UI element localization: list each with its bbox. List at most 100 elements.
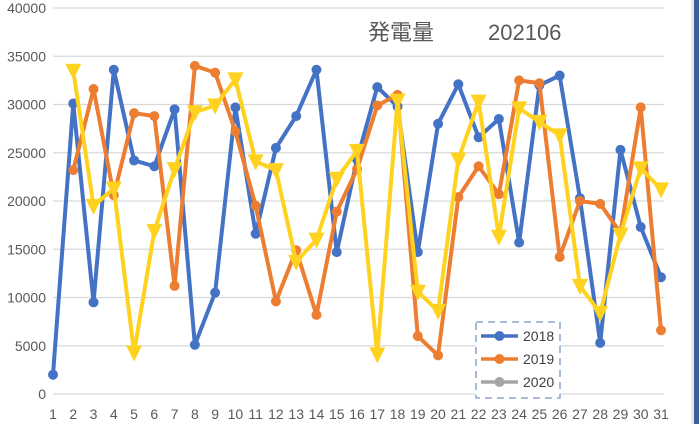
title-label: 発電量 — [368, 20, 434, 45]
data-point-marker — [210, 67, 221, 78]
data-point-marker — [534, 78, 545, 89]
data-point-marker — [493, 189, 504, 200]
data-point-marker — [311, 64, 322, 75]
y-tick-label: 5000 — [15, 338, 46, 354]
data-point-marker — [632, 161, 649, 178]
data-point-marker — [554, 70, 565, 81]
data-point-marker — [511, 101, 528, 118]
data-point-marker — [453, 79, 464, 90]
data-point-marker — [48, 369, 58, 380]
data-point-marker — [250, 228, 261, 239]
data-point-marker — [372, 100, 383, 111]
x-tick-label: 4 — [110, 406, 118, 422]
data-point-marker — [129, 108, 140, 119]
x-tick-label: 26 — [552, 406, 568, 422]
x-tick-label: 10 — [228, 406, 244, 422]
x-tick-label: 23 — [491, 406, 507, 422]
legend-marker — [494, 377, 505, 387]
x-tick-label: 31 — [653, 406, 669, 422]
data-point-marker — [571, 278, 588, 295]
y-tick-label: 30000 — [7, 97, 46, 113]
data-point-marker — [490, 229, 507, 246]
data-point-marker — [551, 128, 568, 145]
data-point-marker — [230, 126, 241, 137]
x-tick-label: 28 — [592, 406, 608, 422]
data-point-marker — [615, 144, 626, 155]
data-point-marker — [186, 105, 203, 122]
data-point-marker — [311, 309, 322, 320]
data-point-marker — [267, 163, 284, 180]
y-tick-label: 0 — [38, 386, 46, 402]
window-edge — [694, 0, 699, 424]
data-point-marker — [149, 111, 160, 122]
data-point-marker — [574, 196, 585, 206]
data-point-marker — [291, 111, 302, 122]
x-tick-label: 25 — [532, 406, 548, 422]
data-point-marker — [328, 171, 345, 188]
data-point-marker — [453, 192, 464, 203]
gridlines — [53, 7, 664, 395]
data-point-marker — [108, 64, 119, 75]
y-tick-label: 15000 — [7, 241, 46, 257]
data-point-marker — [430, 304, 447, 321]
data-point-marker — [88, 84, 99, 95]
title-period: 202106 — [488, 20, 561, 45]
data-point-marker — [412, 331, 423, 342]
data-point-marker — [349, 143, 365, 160]
x-tick-label: 8 — [191, 406, 199, 422]
legend-item-2018: 2018 — [481, 328, 554, 344]
data-point-marker — [653, 182, 669, 199]
data-point-marker — [656, 272, 666, 283]
data-point-marker — [635, 222, 646, 233]
data-point-marker — [88, 297, 99, 308]
data-point-marker — [227, 72, 244, 89]
x-tick-label: 17 — [369, 406, 385, 422]
series-2020 — [65, 63, 669, 364]
x-tick-label: 19 — [410, 406, 426, 422]
x-tick-label: 11 — [248, 406, 263, 422]
x-tick-label: 12 — [268, 406, 284, 422]
data-point-marker — [207, 98, 224, 115]
legend-marker — [494, 331, 505, 341]
data-point-marker — [514, 237, 525, 248]
data-point-marker — [514, 75, 525, 86]
data-point-marker — [270, 296, 281, 307]
data-point-marker — [369, 347, 386, 364]
x-tick-label: 24 — [511, 406, 527, 422]
data-point-marker — [635, 102, 646, 113]
x-axis: 1 2 3 4 5 6 7 8 9 10 11 12 13 14 15 16 17 18 19 20 21 22 23 24 2… — [49, 406, 669, 422]
data-point-marker — [169, 280, 180, 291]
data-point-marker — [247, 154, 264, 171]
data-point-marker — [270, 142, 281, 153]
x-tick-label: 1 — [49, 406, 57, 422]
series-2019 — [68, 60, 666, 361]
data-point-marker — [288, 254, 305, 271]
data-point-marker — [554, 251, 565, 262]
data-point-marker — [230, 102, 241, 113]
data-point-marker — [433, 118, 444, 129]
data-point-marker — [473, 161, 484, 172]
data-point-marker — [473, 132, 484, 143]
data-point-marker — [531, 114, 548, 131]
data-point-marker — [169, 104, 180, 115]
y-tick-label: 40000 — [7, 0, 46, 16]
x-tick-label: 7 — [171, 406, 179, 422]
data-point-marker — [433, 350, 444, 361]
window-edge-shadow — [691, 0, 694, 424]
y-tick-label: 35000 — [7, 48, 46, 64]
x-tick-label: 9 — [211, 406, 219, 422]
data-point-marker — [129, 155, 140, 166]
data-point-marker — [65, 63, 82, 80]
data-point-marker — [308, 232, 325, 249]
x-tick-label: 27 — [572, 406, 588, 422]
data-point-marker — [250, 200, 261, 211]
data-point-marker — [331, 206, 342, 217]
x-tick-label: 18 — [390, 406, 406, 422]
data-point-marker — [450, 152, 467, 169]
legend-label: 2019 — [523, 351, 554, 367]
x-tick-label: 5 — [130, 406, 138, 422]
series-line — [71, 63, 663, 358]
data-point-marker — [85, 198, 102, 215]
legend[interactable]: 2018 2019 2020 — [475, 321, 561, 399]
